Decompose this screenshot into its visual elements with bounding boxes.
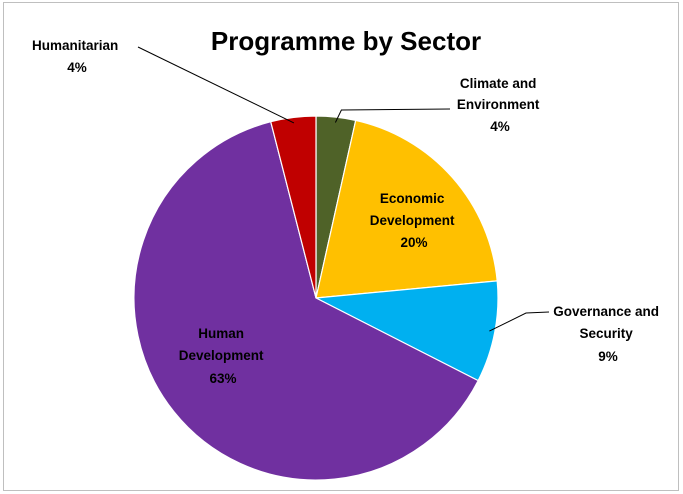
slice-governance-security	[313, 280, 499, 382]
label-governance-percent: 9%	[598, 349, 618, 364]
label-human-line2: Development	[179, 348, 264, 363]
slice-humanitarian	[270, 115, 317, 299]
label-governance-security: Governance and Security 9%	[553, 304, 663, 364]
label-humanitarian-line1: Humanitarian	[32, 38, 118, 53]
slice-human-development	[133, 120, 479, 481]
label-economic-development: Economic Development 20%	[370, 191, 459, 250]
chart-title: Programme by Sector	[211, 26, 481, 56]
label-governance-line1: Governance and	[553, 304, 659, 319]
label-economic-percent: 20%	[400, 235, 427, 250]
slice-economic-development	[315, 119, 498, 299]
label-climate-line1: Climate and	[460, 76, 537, 91]
label-economic-line2: Development	[370, 213, 455, 228]
leader-lines	[137, 46, 550, 332]
label-climate-percent: 4%	[490, 119, 510, 134]
leader-humanitarian	[137, 46, 295, 124]
label-human-percent: 63%	[209, 371, 236, 386]
label-climate-line2: Environment	[457, 97, 540, 112]
leader-climate-environment	[334, 108, 451, 123]
label-economic-line1: Economic	[380, 191, 445, 206]
label-climate-environment: Climate and Environment 4%	[457, 76, 543, 134]
label-humanitarian: Humanitarian 4%	[32, 38, 122, 75]
label-governance-line2: Security	[579, 326, 633, 341]
label-human-line1: Human	[198, 326, 244, 341]
pie-slices	[133, 115, 499, 481]
leader-governance-security	[489, 311, 550, 332]
label-human-development: Human Development 63%	[179, 326, 268, 386]
label-humanitarian-percent: 4%	[67, 60, 87, 75]
